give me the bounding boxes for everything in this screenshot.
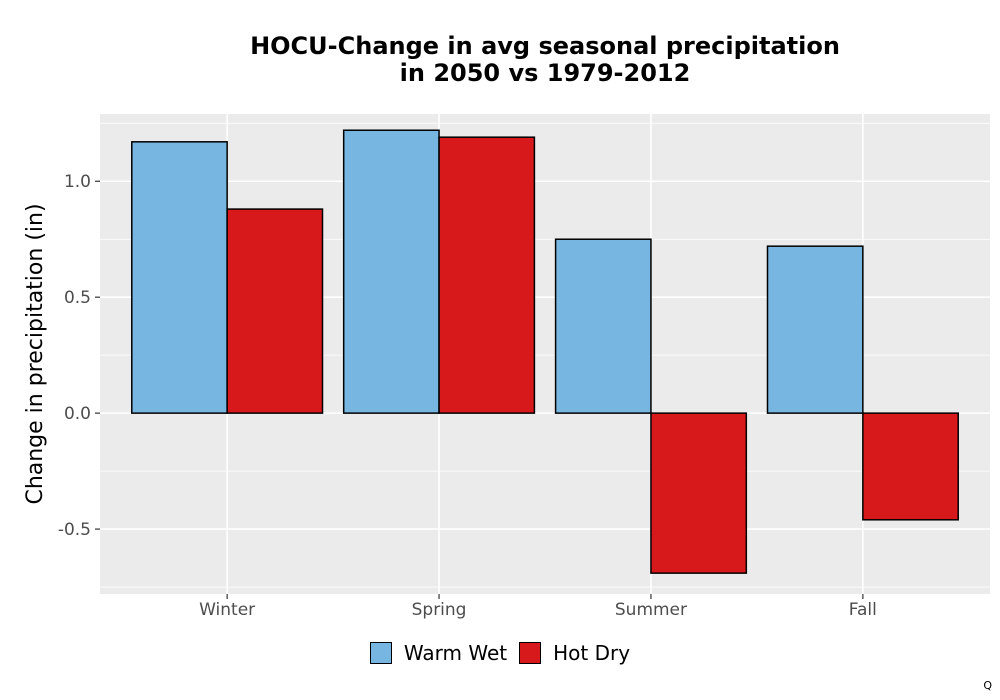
y-axis-label: Change in precipitation (in) [23, 203, 48, 504]
chart-title-line-2: in 2050 vs 1979-2012 [399, 59, 691, 87]
legend-label: Hot Dry [553, 641, 631, 665]
legend: Warm Wet Hot Dry [0, 641, 1000, 665]
bar-warm-wet-summer [554, 238, 652, 414]
bars-layer [131, 129, 959, 574]
bar-hot-dry-summer [650, 412, 748, 574]
x-tick-label: Spring [412, 600, 467, 620]
x-tick-label: Summer [615, 600, 687, 620]
x-tick-label: Winter [199, 600, 255, 620]
x-tick-label: Fall [849, 600, 877, 620]
chart-title-line-1: HOCU-Change in avg seasonal precipitatio… [250, 32, 840, 60]
x-axis: Winter Spring Summer Fall [199, 594, 877, 620]
corner-mark: Q [983, 679, 992, 692]
y-axis: -0.5 0.0 0.5 1.0 [58, 172, 100, 540]
legend-item: Warm Wet [369, 641, 508, 665]
bar-hot-dry-winter [226, 208, 324, 414]
bar-warm-wet-spring [342, 129, 440, 414]
legend-swatch [369, 642, 392, 664]
y-tick-label: 0.5 [64, 288, 91, 308]
legend-item: Hot Dry [519, 641, 630, 665]
y-tick-label: 1.0 [64, 172, 91, 192]
bar-hot-dry-fall [862, 412, 959, 521]
y-tick-label: -0.5 [58, 520, 91, 540]
y-tick-label: 0.0 [64, 404, 91, 424]
legend-swatch [519, 642, 542, 664]
bar-warm-wet-fall [766, 245, 864, 414]
bar-warm-wet-winter [131, 141, 228, 414]
legend-label: Warm Wet [403, 641, 508, 665]
bar-hot-dry-spring [438, 136, 536, 414]
